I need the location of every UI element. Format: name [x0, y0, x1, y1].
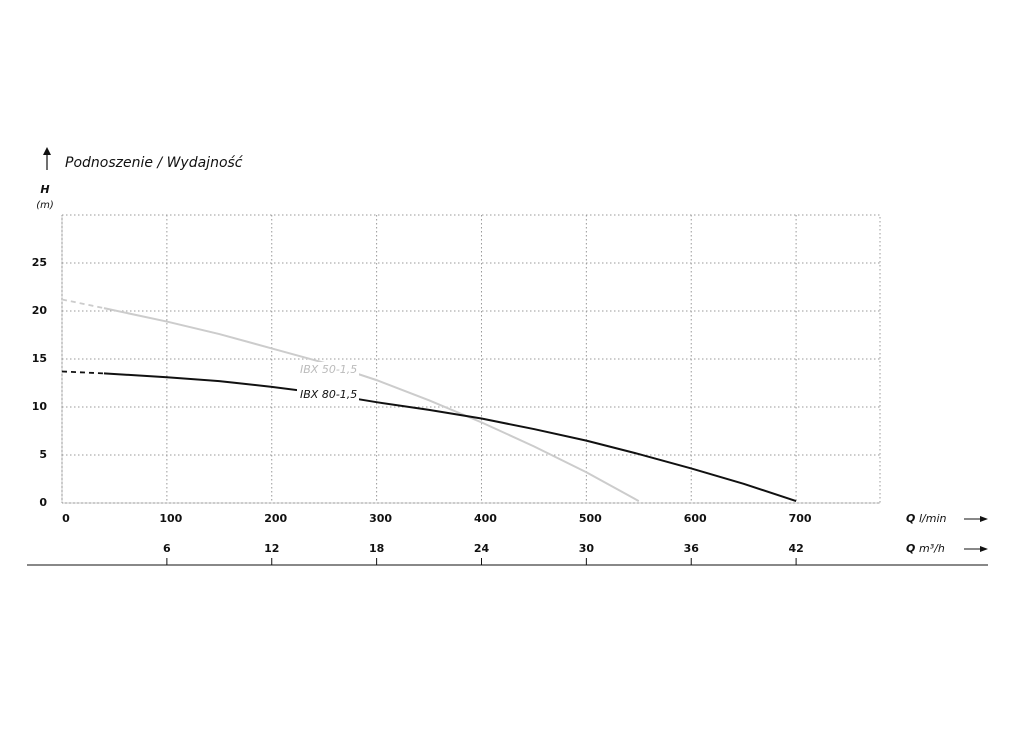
series-label: IBX 80-1,5	[300, 388, 357, 401]
x2-tick-label: 42	[788, 542, 803, 555]
x-label-symbol: Q	[906, 512, 915, 525]
x2-label-unit: m³/h	[919, 542, 945, 555]
curve	[103, 372, 797, 503]
x2-tick-label: 30	[579, 542, 595, 555]
y-tick-label: 20	[32, 304, 48, 317]
y-tick-label: 10	[32, 400, 48, 413]
y-tick-label: 5	[39, 448, 47, 461]
x2-tick-label: 6	[163, 542, 171, 555]
extrapolated-segment	[61, 370, 104, 375]
x-tick-label: 600	[684, 512, 707, 525]
x-tick-label: 300	[369, 512, 392, 525]
x-tick-label: 100	[159, 512, 182, 525]
y-tick-label: 25	[32, 256, 47, 269]
extrapolated-segment	[61, 298, 105, 310]
y-tick-label: 15	[32, 352, 47, 365]
x2-tick-label: 24	[474, 542, 490, 555]
x-tick-label: 400	[474, 512, 497, 525]
x2-arrow-head	[980, 546, 988, 552]
x-arrow-head	[980, 516, 988, 522]
chart-title: Podnoszenie / Wydajność	[65, 155, 244, 171]
y-label-unit: (m)	[36, 200, 54, 211]
x2-tick-label: 36	[684, 542, 700, 555]
curve	[103, 307, 640, 502]
y-label-symbol: H	[40, 183, 49, 196]
x-label-unit: l/min	[919, 512, 947, 525]
x2-tick-label: 18	[369, 542, 384, 555]
y-arrow-head	[43, 147, 51, 155]
series-label: IBX 50-1,5	[300, 363, 357, 376]
x-tick-label: 500	[579, 512, 602, 525]
x-tick-label: 0	[62, 512, 70, 525]
label-bg	[297, 387, 359, 403]
x2-tick-label: 12	[264, 542, 279, 555]
x2-label-symbol: Q	[906, 542, 915, 555]
label-bg	[297, 362, 359, 378]
y-tick-label: 0	[39, 496, 47, 509]
x-tick-label: 200	[264, 512, 287, 525]
x-tick-label: 700	[789, 512, 812, 525]
